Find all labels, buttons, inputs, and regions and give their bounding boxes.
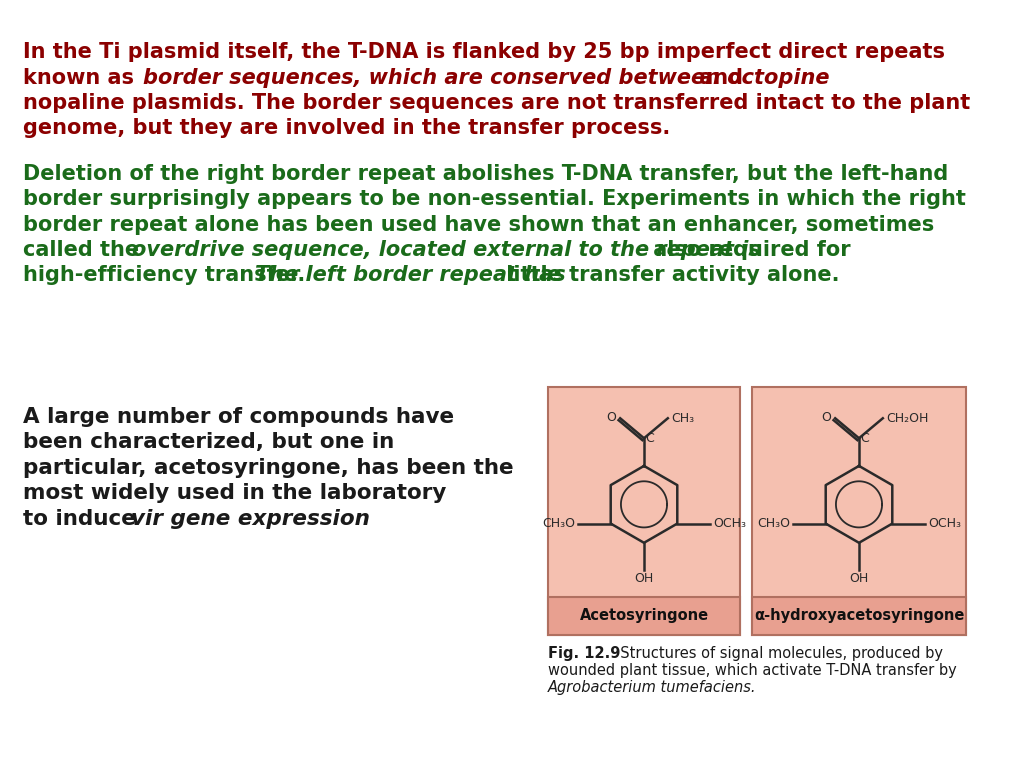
Text: overdrive sequence, located external to the repeat is: overdrive sequence, located external to … <box>132 240 761 260</box>
Text: A large number of compounds have: A large number of compounds have <box>23 407 454 427</box>
Text: high-efficiency transfer.: high-efficiency transfer. <box>23 265 312 285</box>
Text: C: C <box>645 432 653 445</box>
Text: most widely used in the laboratory: most widely used in the laboratory <box>23 483 445 503</box>
Text: Fig. 12.9: Fig. 12.9 <box>548 646 621 661</box>
Text: vir gene expression: vir gene expression <box>131 508 370 529</box>
Text: In the Ti plasmid itself, the T-DNA is flanked by 25 bp imperfect direct repeats: In the Ti plasmid itself, the T-DNA is f… <box>23 42 944 62</box>
Text: Acetosyringone: Acetosyringone <box>580 608 709 624</box>
Text: O: O <box>821 411 831 424</box>
FancyBboxPatch shape <box>548 597 740 635</box>
Text: CH₃O: CH₃O <box>757 517 791 530</box>
Text: Deletion of the right border repeat abolishes T-DNA transfer, but the left-hand: Deletion of the right border repeat abol… <box>23 164 948 184</box>
Text: border surprisingly appears to be non-essential. Experiments in which the right: border surprisingly appears to be non-es… <box>23 189 966 209</box>
Text: known as: known as <box>23 68 140 88</box>
Text: border sequences, which are conserved between octopine: border sequences, which are conserved be… <box>143 68 829 88</box>
Text: Structures of signal molecules, produced by: Structures of signal molecules, produced… <box>611 646 943 661</box>
FancyBboxPatch shape <box>752 597 966 635</box>
Text: particular, acetosyringone, has been the: particular, acetosyringone, has been the <box>23 458 513 478</box>
Text: and: and <box>692 68 743 88</box>
Text: α-hydroxyacetosyringone: α-hydroxyacetosyringone <box>754 608 965 624</box>
Text: O: O <box>606 411 616 424</box>
Text: been characterized, but one in: been characterized, but one in <box>23 432 394 452</box>
Text: wounded plant tissue, which activate T-DNA transfer by: wounded plant tissue, which activate T-D… <box>548 663 956 678</box>
Text: OCH₃: OCH₃ <box>713 517 745 530</box>
Text: CH₃: CH₃ <box>671 412 694 425</box>
Text: OH: OH <box>635 571 653 584</box>
Text: OCH₃: OCH₃ <box>928 517 961 530</box>
Text: border repeat alone has been used have shown that an enhancer, sometimes: border repeat alone has been used have s… <box>23 214 934 234</box>
Text: also required for: also required for <box>646 240 851 260</box>
FancyBboxPatch shape <box>548 387 740 635</box>
Text: Agrobacterium tumefaciens.: Agrobacterium tumefaciens. <box>548 680 757 695</box>
Text: The left border repeat has: The left border repeat has <box>255 265 565 285</box>
Text: little transfer activity alone.: little transfer activity alone. <box>499 265 840 285</box>
FancyBboxPatch shape <box>752 387 966 635</box>
Text: OH: OH <box>849 571 868 584</box>
Text: CH₃O: CH₃O <box>542 517 575 530</box>
Text: to induce: to induce <box>23 508 143 529</box>
Text: nopaline plasmids. The border sequences are not transferred intact to the plant: nopaline plasmids. The border sequences … <box>23 93 970 113</box>
Text: genome, but they are involved in the transfer process.: genome, but they are involved in the tra… <box>23 118 670 138</box>
Text: CH₂OH: CH₂OH <box>886 412 928 425</box>
Text: called the: called the <box>23 240 145 260</box>
Text: C: C <box>860 432 868 445</box>
